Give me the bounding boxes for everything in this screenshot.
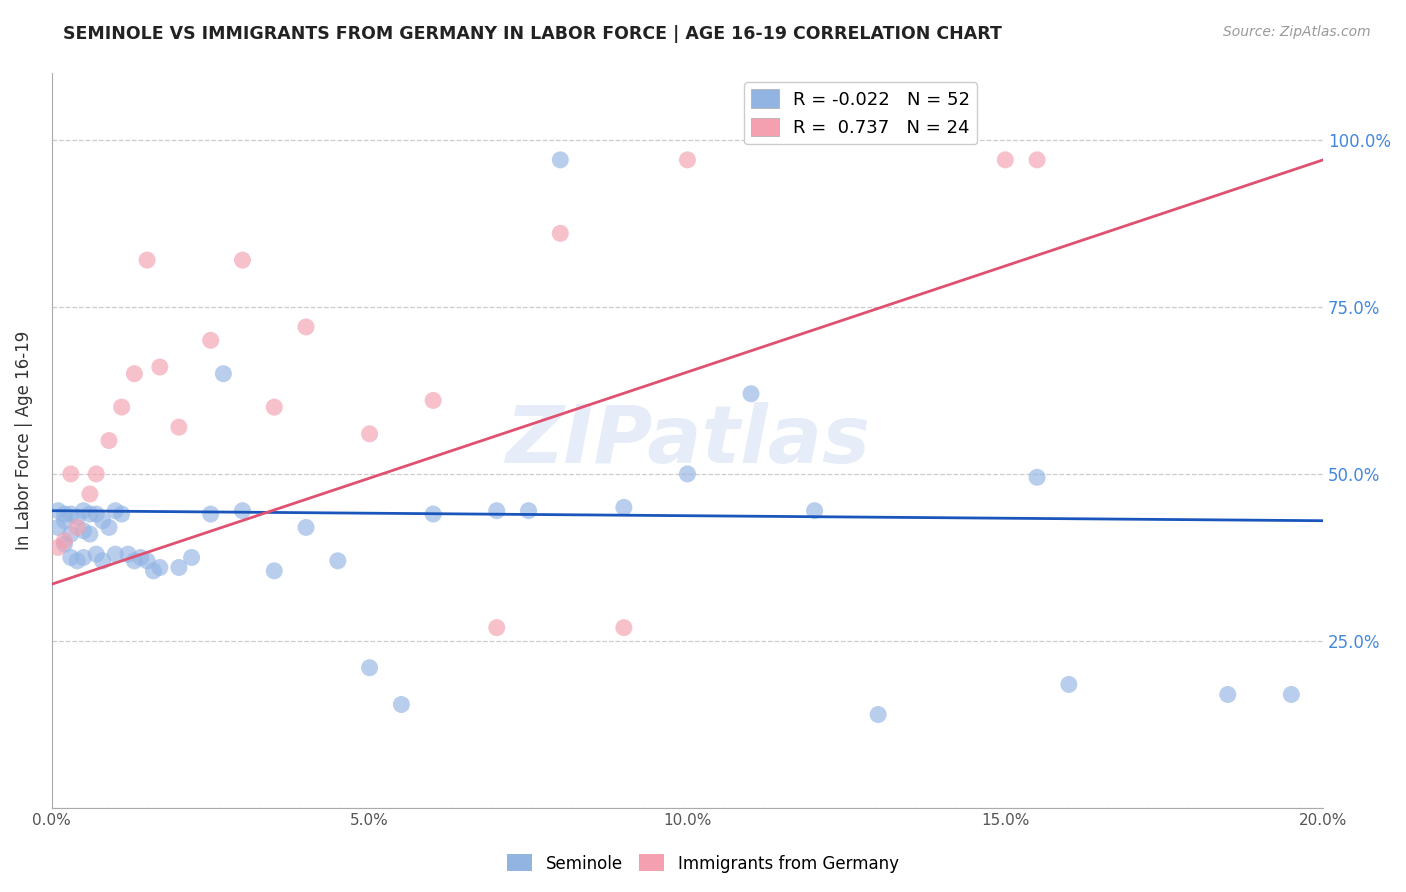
Point xyxy=(104,547,127,561)
Point xyxy=(517,504,540,518)
Text: SEMINOLE VS IMMIGRANTS FROM GERMANY IN LABOR FORCE | AGE 16-19 CORRELATION CHART: SEMINOLE VS IMMIGRANTS FROM GERMANY IN L… xyxy=(63,25,1002,43)
Point xyxy=(485,621,508,635)
Point xyxy=(79,487,101,501)
Point xyxy=(422,393,444,408)
Point xyxy=(676,153,699,167)
Point xyxy=(84,467,107,481)
Point xyxy=(66,510,89,524)
Point xyxy=(231,504,253,518)
Point xyxy=(124,367,146,381)
Point xyxy=(180,550,202,565)
Point xyxy=(97,520,120,534)
Point xyxy=(79,527,101,541)
Point xyxy=(111,507,134,521)
Point xyxy=(389,698,412,712)
Point xyxy=(422,507,444,521)
Point xyxy=(59,550,82,565)
Point xyxy=(59,467,82,481)
Point xyxy=(359,426,381,441)
Point xyxy=(740,386,762,401)
Point xyxy=(142,564,165,578)
Point xyxy=(84,547,107,561)
Point xyxy=(149,560,172,574)
Point xyxy=(231,253,253,268)
Point xyxy=(868,707,890,722)
Point xyxy=(72,524,94,538)
Point xyxy=(129,550,152,565)
Point xyxy=(1057,677,1080,691)
Point xyxy=(59,527,82,541)
Point xyxy=(104,504,127,518)
Point xyxy=(613,500,636,515)
Point xyxy=(1026,153,1049,167)
Legend: Seminole, Immigrants from Germany: Seminole, Immigrants from Germany xyxy=(501,847,905,880)
Point xyxy=(149,359,172,374)
Point xyxy=(1026,470,1049,484)
Point xyxy=(326,554,349,568)
Point xyxy=(91,514,114,528)
Point xyxy=(97,434,120,448)
Point xyxy=(46,541,69,555)
Point xyxy=(53,537,76,551)
Point xyxy=(167,420,190,434)
Point xyxy=(1216,688,1239,702)
Point xyxy=(200,507,222,521)
Point xyxy=(263,400,285,414)
Point xyxy=(136,253,159,268)
Point xyxy=(79,507,101,521)
Text: ZIPatlas: ZIPatlas xyxy=(505,401,870,480)
Point xyxy=(295,520,318,534)
Point xyxy=(124,554,146,568)
Point xyxy=(550,227,572,241)
Point xyxy=(167,560,190,574)
Point xyxy=(53,507,76,521)
Point xyxy=(994,153,1017,167)
Point xyxy=(46,504,69,518)
Point xyxy=(72,504,94,518)
Point xyxy=(53,533,76,548)
Point xyxy=(66,520,89,534)
Point xyxy=(117,547,139,561)
Point xyxy=(66,554,89,568)
Text: Source: ZipAtlas.com: Source: ZipAtlas.com xyxy=(1223,25,1371,39)
Point xyxy=(676,467,699,481)
Point xyxy=(53,514,76,528)
Point xyxy=(1279,688,1302,702)
Point xyxy=(613,621,636,635)
Point xyxy=(359,661,381,675)
Point xyxy=(111,400,134,414)
Point xyxy=(212,367,235,381)
Point xyxy=(263,564,285,578)
Point xyxy=(84,507,107,521)
Point xyxy=(550,153,572,167)
Point xyxy=(72,550,94,565)
Point xyxy=(803,504,825,518)
Point xyxy=(46,520,69,534)
Point xyxy=(136,554,159,568)
Y-axis label: In Labor Force | Age 16-19: In Labor Force | Age 16-19 xyxy=(15,331,32,550)
Point xyxy=(59,507,82,521)
Point xyxy=(485,504,508,518)
Point xyxy=(91,554,114,568)
Legend: R = -0.022   N = 52, R =  0.737   N = 24: R = -0.022 N = 52, R = 0.737 N = 24 xyxy=(744,82,977,145)
Point xyxy=(200,333,222,347)
Point xyxy=(295,320,318,334)
